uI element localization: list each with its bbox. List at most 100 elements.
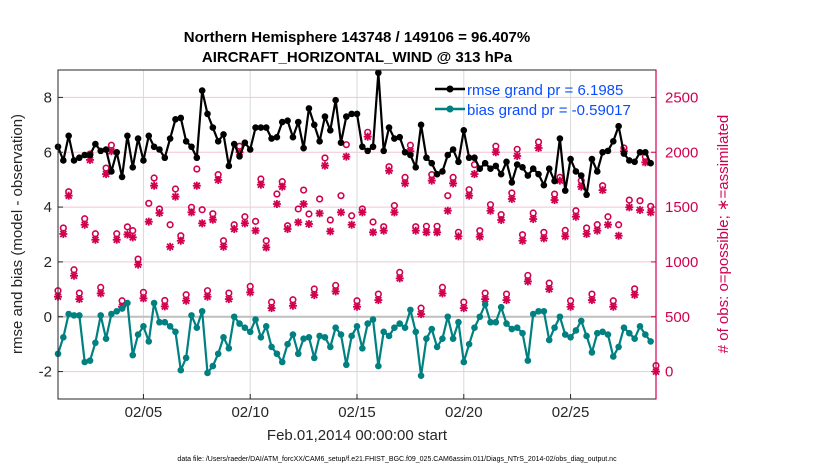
rmse-point [113, 148, 121, 156]
bias-point [487, 318, 494, 326]
bias-point [92, 339, 99, 347]
rmse-point [145, 132, 153, 140]
rmse-point [236, 153, 243, 160]
y-tick-label: 0 [44, 309, 52, 326]
bias-point [417, 372, 425, 379]
possible-obs-marker [428, 171, 436, 179]
assimilated-obs-marker [96, 289, 105, 298]
asterisk-stroke [647, 208, 655, 216]
bias-point [369, 316, 377, 323]
rmse-point [252, 124, 259, 131]
rmse-point [497, 170, 505, 178]
bias-point [316, 332, 323, 340]
y2-tick-label: 2000 [665, 144, 698, 161]
rmse-point [156, 146, 163, 153]
asterisk-stroke [230, 225, 238, 233]
asterisk-stroke [582, 230, 591, 238]
asterisk-stroke [524, 277, 532, 286]
x-tick-label: 02/05 [125, 404, 163, 421]
possible-obs-marker [289, 296, 297, 304]
y-axis-label: rmse and bias (model - observation) [9, 114, 26, 354]
rmse-point [385, 124, 393, 131]
rmse-point [353, 110, 361, 118]
asterisk-stroke [342, 153, 350, 161]
rmse-point [503, 158, 510, 166]
assimilated-obs-marker [262, 243, 271, 252]
asterisk-stroke [534, 144, 543, 152]
assimilated-obs-marker [246, 288, 255, 297]
asterisk-stroke [70, 272, 78, 280]
asterisk-stroke [289, 302, 297, 310]
possible-obs-marker [251, 217, 260, 225]
axis-ticks: 0 500 1000 1500 2000 2500 -2 0 2 4 6 8 02/05 02/10 02/… [39, 89, 699, 421]
asterisk-stroke [278, 183, 286, 191]
asterisk-stroke [422, 228, 431, 236]
assimilated-obs-marker [171, 192, 180, 201]
asterisk-stroke [145, 218, 153, 226]
rmse-point [332, 96, 339, 104]
possible-obs-marker [332, 281, 340, 290]
possible-obs-marker [481, 289, 489, 297]
assimilated-obs-marker [192, 181, 201, 190]
bias-point [337, 331, 345, 338]
rmse-point [348, 110, 355, 118]
rmse-point [140, 157, 147, 164]
possible-obs-marker [321, 154, 329, 162]
possible-obs-marker [588, 290, 596, 298]
y-tick-label: 8 [44, 89, 52, 106]
asterisk-stroke [481, 295, 489, 303]
rmse-point [380, 147, 387, 155]
rmse-point [567, 155, 574, 163]
rmse-point [65, 132, 72, 140]
rmse-point [481, 159, 489, 167]
asterisk-stroke [139, 294, 148, 302]
rmse-point [262, 124, 270, 131]
assimilated-obs-marker [459, 304, 468, 313]
assimilated-obs-marker [379, 226, 388, 235]
possible-obs-marker [449, 173, 457, 181]
rmse-point [161, 154, 169, 162]
asterisk-stroke [604, 221, 612, 229]
assimilated-obs-marker [102, 170, 111, 179]
possible-obs-marker [182, 291, 190, 299]
assimilated-obs-marker [176, 236, 185, 245]
rmse-point [545, 165, 553, 172]
asterisk-stroke [113, 236, 121, 244]
assimilated-obs-marker [555, 176, 564, 185]
x-axis-label: Feb.01,2014 00:00:00 start [267, 427, 448, 444]
rmse-point [636, 148, 644, 156]
possible-obs-marker [145, 199, 153, 207]
bias-point [508, 325, 516, 333]
y-tick-label: 4 [44, 199, 52, 216]
asterisk-stroke [310, 291, 318, 299]
asterisk-stroke [438, 289, 447, 298]
bias-point [204, 369, 211, 377]
rmse-point [118, 173, 126, 181]
asterisk-stroke [631, 291, 639, 299]
assimilated-obs-marker [70, 271, 79, 280]
assimilated-obs-marker [454, 232, 463, 241]
rmse-point [615, 122, 622, 130]
bias-point [631, 335, 638, 342]
asterisk-stroke [396, 274, 404, 283]
bias-point [241, 324, 249, 332]
rmse-point [583, 191, 590, 199]
rmse-point [492, 162, 500, 170]
legend-bias-marker [446, 105, 454, 113]
rmse-point [337, 139, 345, 146]
assimilated-obs-marker [160, 302, 169, 311]
assimilated-obs-marker [331, 287, 340, 296]
rmse-point [86, 151, 94, 159]
bias-point [284, 340, 291, 348]
possible-obs-marker [209, 210, 217, 218]
bias-point [289, 331, 297, 338]
asterisk-stroke [177, 237, 185, 245]
asterisk-stroke [428, 177, 436, 185]
assimilated-obs-marker [353, 302, 361, 311]
bias-point [246, 328, 254, 336]
rmse-point [214, 137, 222, 145]
rmse-point [487, 165, 494, 172]
assimilated-obs-marker [304, 219, 313, 228]
bias-point [593, 329, 601, 337]
assimilated-obs-marker [134, 260, 143, 269]
